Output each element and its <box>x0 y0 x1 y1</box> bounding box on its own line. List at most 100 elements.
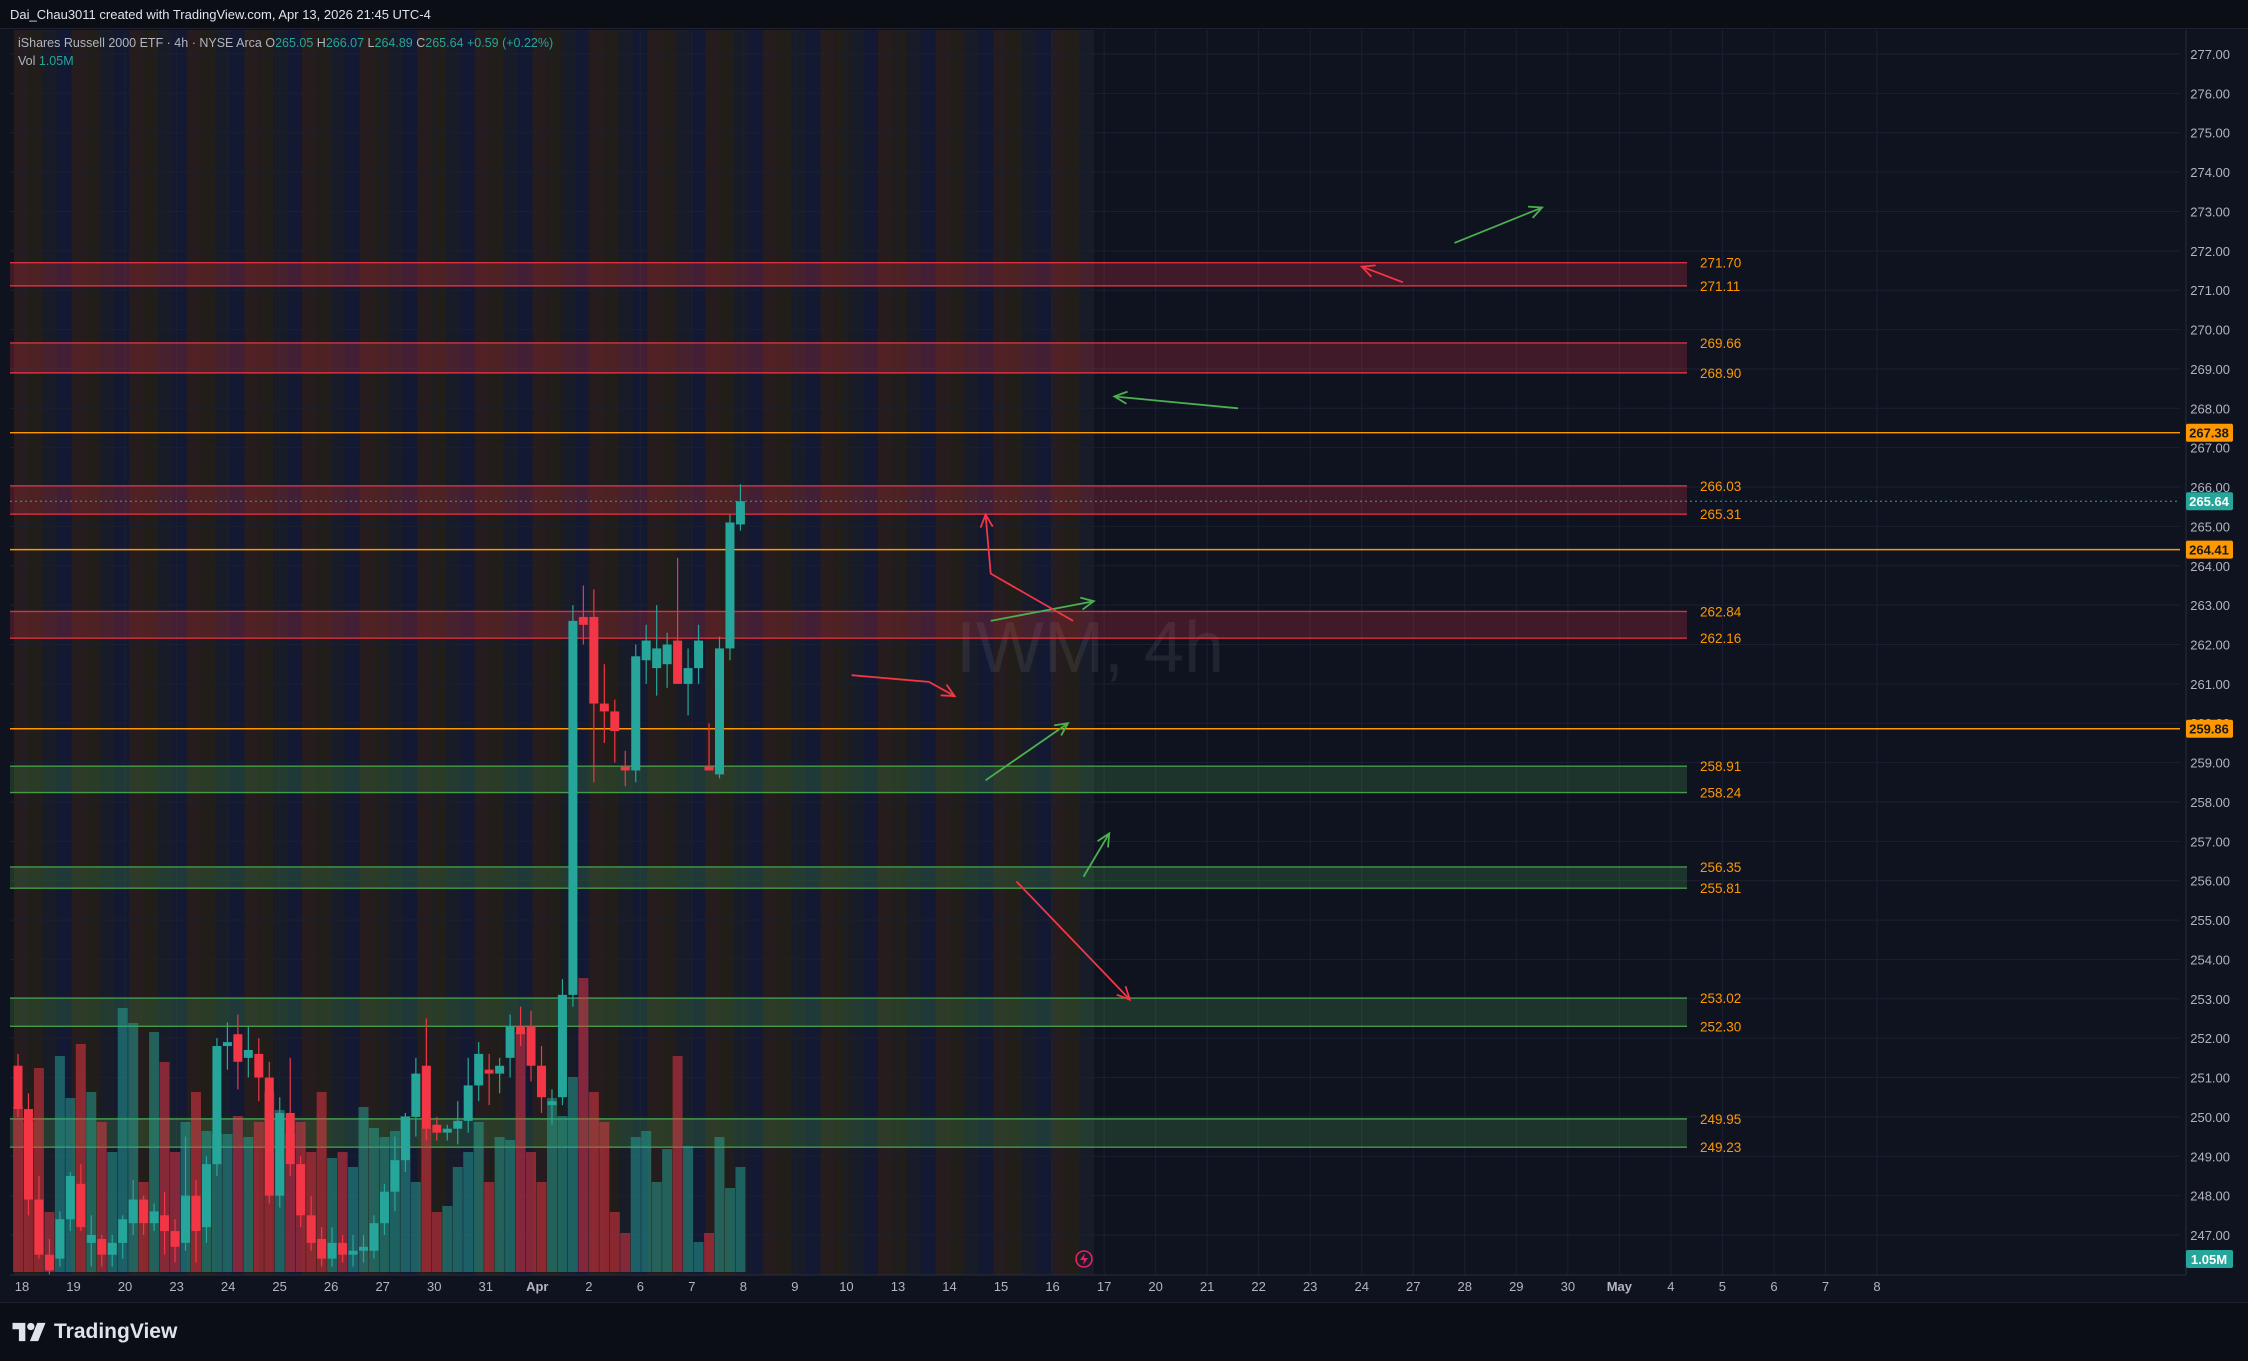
resistance-zone <box>10 342 1687 373</box>
support-zone-label: 258.24 <box>1700 786 1742 801</box>
session-band <box>993 30 1008 1275</box>
candle-body <box>526 1026 536 1066</box>
price-tick-label: 247.00 <box>2190 1228 2230 1243</box>
volume-bar <box>546 1098 557 1272</box>
time-tick-label: 30 <box>1561 1279 1575 1294</box>
price-tick-label: 257.00 <box>2190 834 2230 849</box>
footer-bar: TradingView <box>0 1302 2248 1361</box>
session-band <box>820 30 835 1275</box>
candle-body <box>275 1112 285 1196</box>
grid <box>10 30 2180 1275</box>
session-band <box>86 30 101 1275</box>
volume-label: Vol <box>18 54 36 68</box>
session-band <box>489 30 504 1275</box>
projection-arrows <box>851 205 1544 1002</box>
candle-body <box>505 1026 515 1058</box>
session-band <box>1079 30 1094 1275</box>
time-tick-label: 6 <box>637 1279 644 1294</box>
flash-icon[interactable] <box>1075 1250 1093 1268</box>
session-band <box>849 30 864 1275</box>
candle-body <box>254 1053 264 1078</box>
candle-body <box>338 1242 348 1255</box>
volume-bar <box>442 1206 453 1272</box>
session-band <box>330 30 346 1275</box>
projection-arrow-head <box>940 684 957 698</box>
volume-bar <box>536 1182 547 1272</box>
volume-bar <box>368 1128 379 1272</box>
close-value: 265.64 <box>425 36 464 50</box>
volume-bar <box>358 1107 369 1272</box>
candle-body <box>317 1238 327 1259</box>
candle-body <box>264 1077 274 1196</box>
candle-body <box>557 994 567 1098</box>
brand[interactable]: TradingView <box>12 1320 177 1344</box>
projection-arrow <box>1015 880 1131 1001</box>
support-zone-label: 256.35 <box>1700 860 1741 875</box>
session-band <box>388 30 403 1275</box>
volume-bar <box>494 1137 505 1272</box>
price-tick-label: 263.00 <box>2190 598 2230 613</box>
time-tick-label: 17 <box>1097 1279 1111 1294</box>
session-band <box>172 30 187 1275</box>
session-band <box>143 30 158 1275</box>
session-band <box>546 30 562 1275</box>
time-tick-label: May <box>1607 1279 1633 1294</box>
volume-bar <box>75 1044 86 1272</box>
last-price-axis-badge <box>2186 492 2233 511</box>
session-band <box>978 30 994 1275</box>
session-band <box>503 30 518 1275</box>
price-tick-label: 277.00 <box>2190 47 2230 62</box>
price-tick-label: 256.00 <box>2190 874 2230 889</box>
candle-body <box>631 656 641 771</box>
resistance-zone-label: 268.90 <box>1700 366 1741 381</box>
session-band <box>734 30 749 1275</box>
time-tick-label: 21 <box>1200 1279 1214 1294</box>
support-zone <box>10 866 1687 889</box>
volume-bar <box>651 1182 662 1272</box>
price-tick-label: 254.00 <box>2190 952 2230 967</box>
candle-body <box>442 1128 452 1133</box>
projection-arrow-head <box>1097 831 1111 848</box>
price-tick-label: 275.00 <box>2190 126 2230 141</box>
candle-body <box>735 501 745 525</box>
candle-body <box>578 616 588 625</box>
time-tick-label: 29 <box>1509 1279 1523 1294</box>
projection-arrow <box>1114 395 1239 410</box>
volume-bar <box>526 1152 537 1272</box>
session-band <box>748 30 763 1275</box>
time-tick-label: 13 <box>891 1279 905 1294</box>
time-tick-label: 2 <box>585 1279 592 1294</box>
volume-bar <box>724 1188 735 1272</box>
session-band <box>676 30 691 1275</box>
volume-bar <box>473 1122 484 1272</box>
time-tick-label: Apr <box>526 1279 548 1294</box>
volume-bar <box>452 1167 463 1272</box>
candle-body <box>44 1254 54 1271</box>
level-axis-text: 264.41 <box>2189 543 2229 558</box>
support-zone-label: 249.95 <box>1700 1112 1741 1127</box>
candle-body <box>694 640 704 669</box>
volume-bar <box>13 1107 23 1272</box>
candle-body <box>55 1219 65 1259</box>
session-band <box>57 30 72 1275</box>
session-band <box>806 30 821 1275</box>
resistance-zone-label: 271.11 <box>1700 279 1740 294</box>
session-band <box>892 30 907 1275</box>
price-tick-label: 266.00 <box>2190 480 2230 495</box>
resistance-zone <box>10 485 1687 515</box>
session-band <box>14 30 29 1275</box>
time-tick-label: 24 <box>221 1279 235 1294</box>
volume-bar <box>567 1077 578 1272</box>
candle-body <box>400 1116 410 1161</box>
support-zone-label: 255.81 <box>1700 881 1741 896</box>
time-tick-label: 30 <box>427 1279 441 1294</box>
time-tick-label: 7 <box>1822 1279 1829 1294</box>
support-zone <box>10 998 1687 1027</box>
session-band <box>402 30 418 1275</box>
time-tick-label: 15 <box>994 1279 1008 1294</box>
price-tick-label: 251.00 <box>2190 1071 2230 1086</box>
volume-bar <box>211 1134 222 1272</box>
session-band <box>100 30 115 1275</box>
candle-body <box>714 648 724 775</box>
